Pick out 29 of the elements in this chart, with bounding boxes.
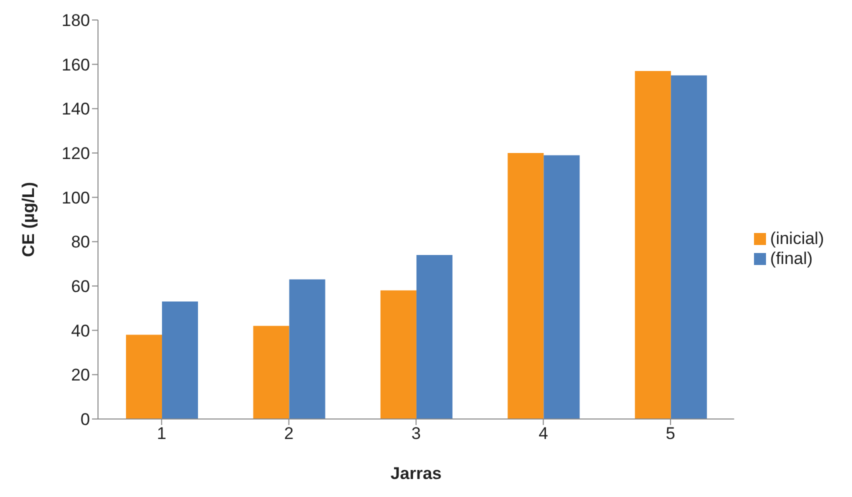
x-tick-label: 2 — [284, 424, 294, 444]
y-tick-label: 100 — [62, 188, 90, 208]
x-tick-label: 5 — [666, 424, 676, 444]
bar — [253, 326, 290, 419]
x-tick-label: 4 — [538, 424, 548, 444]
bar — [162, 302, 198, 419]
y-tick-label: 0 — [80, 410, 90, 430]
x-axis-title: Jarras — [390, 464, 442, 484]
bar — [380, 290, 416, 419]
bar — [289, 279, 326, 419]
bar — [416, 254, 452, 419]
bar — [634, 70, 671, 419]
bar — [544, 155, 580, 419]
x-tick-label: 3 — [411, 424, 421, 444]
y-tick-label: 140 — [62, 100, 90, 119]
y-tick-label: 120 — [62, 144, 90, 164]
x-tick-label: 1 — [156, 424, 166, 444]
legend-label: (final) — [770, 248, 813, 268]
bar — [508, 153, 544, 419]
bar — [126, 334, 162, 419]
y-tick-label: 60 — [71, 277, 90, 296]
y-tick-label: 20 — [71, 366, 90, 385]
y-tick-label: 40 — [71, 321, 90, 340]
y-tick-label: 160 — [62, 55, 90, 74]
y-tick-label: 80 — [71, 232, 90, 252]
bar — [670, 75, 707, 419]
y-axis-title: CE (µg/L) — [19, 182, 38, 257]
legend-label: (inicial) — [770, 228, 824, 248]
y-tick-label: 180 — [62, 11, 90, 30]
